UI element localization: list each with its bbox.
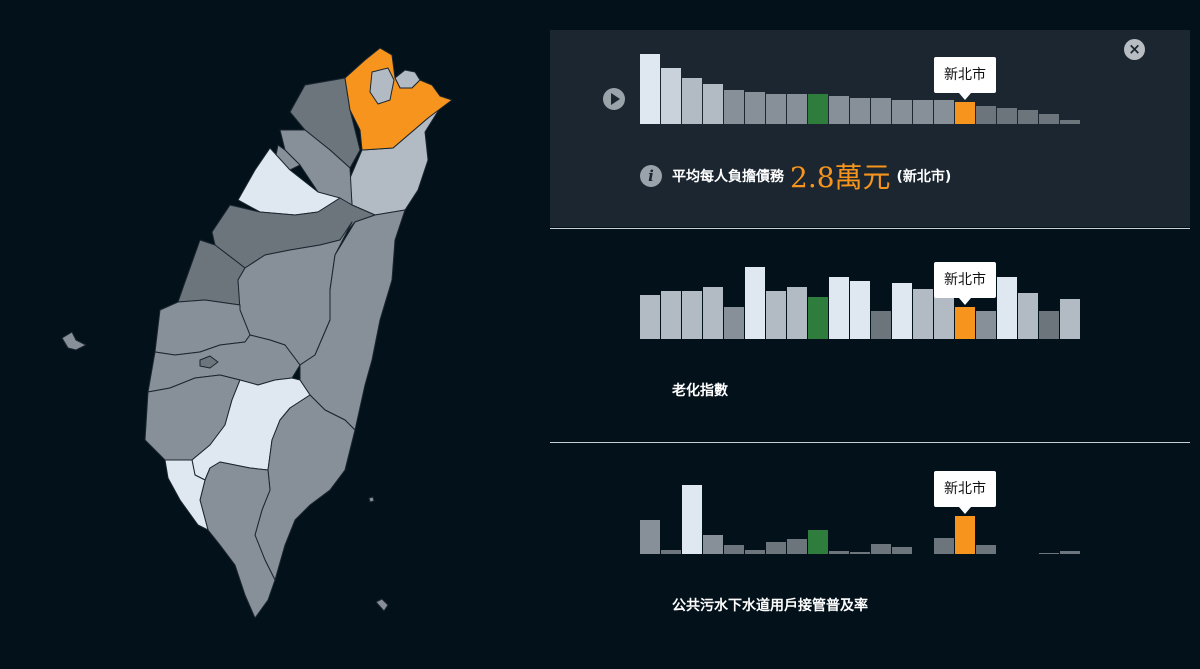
region-kaohsiung-coast[interactable] xyxy=(164,459,209,531)
stat-label: 平均每人負擔債務 xyxy=(672,169,784,185)
bar[interactable] xyxy=(850,98,870,124)
sewer-panel: 新北市 公共污水下水道用戶接管普及率 xyxy=(550,444,1190,669)
bar[interactable] xyxy=(640,295,660,339)
bar[interactable] xyxy=(871,544,891,554)
metric-title: 老化指數 xyxy=(672,383,728,399)
bar[interactable] xyxy=(934,100,954,124)
bar[interactable] xyxy=(829,277,849,339)
bar[interactable] xyxy=(892,283,912,339)
bar[interactable] xyxy=(1060,120,1080,124)
bar[interactable] xyxy=(976,545,996,554)
bar[interactable] xyxy=(745,92,765,124)
bar[interactable] xyxy=(829,551,849,554)
bar[interactable] xyxy=(913,289,933,339)
bar[interactable] xyxy=(766,94,786,124)
bar[interactable] xyxy=(871,311,891,339)
bar[interactable] xyxy=(787,539,807,554)
region-pingtung[interactable] xyxy=(199,461,276,619)
bar-highlight[interactable] xyxy=(955,307,975,339)
bar[interactable] xyxy=(661,291,681,339)
bar-tooltip: 新北市 xyxy=(934,471,996,514)
metric-title: 公共污水下水道用戶接管普及率 xyxy=(672,598,868,614)
bar[interactable] xyxy=(724,545,744,554)
bar[interactable] xyxy=(892,547,912,554)
region-penghu[interactable] xyxy=(61,331,87,351)
bar-tooltip: 新北市 xyxy=(934,262,996,305)
bar[interactable] xyxy=(682,291,702,339)
bar-highlight[interactable] xyxy=(955,516,975,554)
bar[interactable] xyxy=(808,297,828,339)
bar[interactable] xyxy=(766,291,786,339)
stat-place: (新北市) xyxy=(896,169,952,185)
bar[interactable] xyxy=(787,94,807,124)
map-regions xyxy=(61,47,453,619)
bar[interactable] xyxy=(703,535,723,554)
bar[interactable] xyxy=(1060,551,1080,554)
bar[interactable] xyxy=(703,84,723,124)
bar[interactable] xyxy=(892,100,912,124)
bar[interactable] xyxy=(934,538,954,554)
bar[interactable] xyxy=(1039,553,1059,554)
bar[interactable] xyxy=(640,54,660,124)
aging-panel: 新北市 老化指數 xyxy=(550,230,1190,442)
bar[interactable] xyxy=(913,100,933,124)
bar[interactable] xyxy=(787,287,807,339)
region-green-island[interactable] xyxy=(368,496,375,503)
bar[interactable] xyxy=(1039,114,1059,124)
divider xyxy=(550,442,1190,443)
bar[interactable] xyxy=(1018,110,1038,124)
bar[interactable] xyxy=(976,311,996,339)
aging-bar-chart xyxy=(640,267,1080,339)
bar[interactable] xyxy=(829,96,849,124)
bar[interactable] xyxy=(934,289,954,339)
taiwan-map xyxy=(61,47,453,619)
bar[interactable] xyxy=(997,277,1017,339)
debt-panel: × 新北市 i 平均每人負擔債務 2.8萬元 (新北市) xyxy=(550,30,1190,227)
bar[interactable] xyxy=(850,552,870,554)
region-new-taipei[interactable] xyxy=(344,47,453,151)
bar[interactable] xyxy=(808,530,828,554)
bar[interactable] xyxy=(661,68,681,124)
bar[interactable] xyxy=(745,267,765,339)
bar[interactable] xyxy=(871,98,891,124)
bar[interactable] xyxy=(997,108,1017,124)
stat-value: 2.8萬元 xyxy=(790,161,891,194)
sewer-bar-chart xyxy=(640,485,1080,554)
bar[interactable] xyxy=(640,520,660,554)
info-icon[interactable]: i xyxy=(640,165,662,187)
play-icon[interactable] xyxy=(603,88,625,110)
divider xyxy=(550,228,1190,229)
bar[interactable] xyxy=(745,550,765,554)
bar[interactable] xyxy=(1039,311,1059,339)
bar[interactable] xyxy=(724,307,744,339)
region-lanyu[interactable] xyxy=(375,598,389,612)
close-icon[interactable]: × xyxy=(1124,39,1145,60)
region-chiayi-city[interactable] xyxy=(199,355,219,369)
bar[interactable] xyxy=(724,90,744,124)
bar-highlight[interactable] xyxy=(955,102,975,124)
bar[interactable] xyxy=(850,281,870,339)
bar[interactable] xyxy=(976,106,996,124)
bar[interactable] xyxy=(766,542,786,554)
region-taipei-city[interactable] xyxy=(369,67,395,105)
bar[interactable] xyxy=(808,94,828,124)
stat-row: i 平均每人負擔債務 2.8萬元 (新北市) xyxy=(640,156,951,196)
debt-bar-chart xyxy=(640,54,1080,124)
bar[interactable] xyxy=(1060,299,1080,339)
bar[interactable] xyxy=(661,550,681,554)
bar-tooltip: 新北市 xyxy=(934,57,996,100)
bar[interactable] xyxy=(682,485,702,554)
bar[interactable] xyxy=(703,287,723,339)
bar[interactable] xyxy=(682,78,702,124)
bar[interactable] xyxy=(1018,293,1038,339)
